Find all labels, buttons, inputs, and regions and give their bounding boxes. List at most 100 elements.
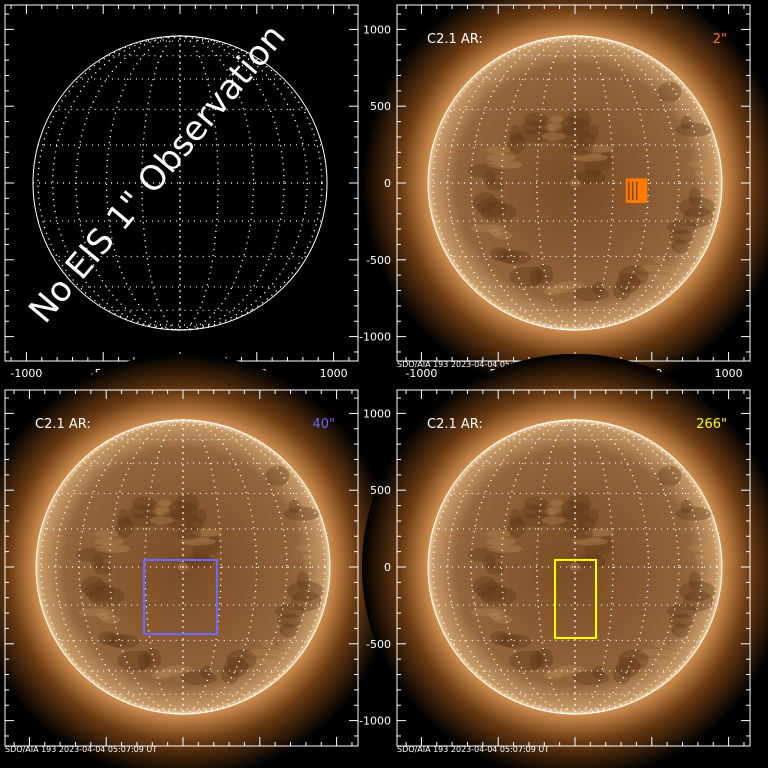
panel-content [32, 35, 328, 331]
disc-feature [618, 265, 649, 286]
disc-feature [669, 229, 694, 244]
disc-feature [286, 581, 323, 602]
disc-feature [486, 145, 511, 154]
fov-label: 40" [312, 417, 335, 432]
disc-feature [657, 465, 682, 486]
disc-feature [653, 255, 666, 264]
disc-feature [88, 585, 125, 606]
disc-feature [559, 116, 590, 137]
disc-feature [265, 465, 290, 486]
y-tick-label: 500 [370, 100, 391, 113]
disc-feature [117, 509, 130, 530]
longitude-line [536, 35, 614, 331]
disc-feature [288, 499, 301, 514]
disc-feature [191, 528, 222, 537]
y-tick-label: 0 [384, 177, 391, 190]
disc-feature [524, 112, 549, 127]
disc-feature [552, 508, 589, 529]
fov-label: 2" [713, 32, 727, 47]
disc-feature [185, 516, 204, 531]
disc-feature [480, 201, 517, 222]
disc-feature [485, 537, 516, 546]
disc-feature [667, 220, 698, 235]
longitude-line [108, 419, 258, 715]
flare-label: C2.1 AR: [35, 417, 91, 432]
disc-feature [162, 665, 193, 674]
plot-frame [4, 389, 359, 747]
disc-feature [184, 554, 215, 569]
disc-feature [132, 496, 157, 511]
longitude-line [470, 419, 680, 715]
disc-feature [93, 561, 112, 576]
panel-content [361, 0, 768, 397]
disc-feature [509, 266, 546, 287]
disc-feature [275, 604, 306, 619]
disc-feature [143, 648, 162, 669]
disc-feature [535, 264, 554, 285]
disc-feature [583, 144, 614, 153]
disc-feature [245, 657, 276, 666]
disc-feature [638, 648, 675, 657]
longitude-line [500, 35, 650, 331]
disc-feature [158, 499, 171, 508]
disc-feature [678, 581, 715, 602]
disc-feature [520, 120, 551, 135]
flare-label: C2.1 AR: [427, 417, 483, 432]
disc-feature [483, 170, 496, 185]
disc-feature [483, 554, 496, 569]
disc-feature [529, 266, 542, 287]
x-tick-label: 1000 [715, 367, 743, 380]
disc-feature [103, 633, 128, 648]
disc-feature [117, 650, 154, 671]
disc-feature [115, 517, 134, 538]
disc-feature [675, 506, 712, 521]
disc-feature [680, 115, 693, 130]
disc-feature [694, 169, 713, 178]
disc-feature [180, 537, 217, 546]
y-tick-label: 500 [370, 484, 391, 497]
disc-feature [567, 109, 592, 130]
disc-feature [576, 170, 607, 185]
disc-feature [81, 576, 106, 597]
disc-feature [577, 132, 596, 147]
longitude-line [500, 419, 650, 715]
disc-feature [559, 500, 590, 521]
disc-feature [618, 649, 649, 670]
disc-feature [473, 192, 498, 213]
disc-feature [671, 239, 690, 254]
disc-feature [494, 231, 513, 240]
disc-feature [128, 504, 159, 519]
disc-feature [507, 133, 526, 154]
disc-feature [485, 561, 504, 576]
x-tick-label: -1000 [10, 367, 42, 380]
disc-feature [485, 153, 516, 162]
disc-feature [226, 649, 257, 670]
disc-feature [93, 537, 124, 546]
disc-feature [671, 623, 690, 638]
disc-feature [669, 613, 694, 628]
longitude-line [75, 35, 285, 331]
disc-feature [543, 287, 562, 296]
disc-feature [554, 281, 585, 290]
fov-label: 266" [696, 417, 727, 432]
disc-feature [694, 553, 713, 562]
disc-feature [167, 500, 198, 521]
panel-fov-2: -1000-1000-500-5000050050010001000C2.1 A… [359, 0, 768, 397]
disc-feature [486, 544, 523, 553]
y-tick-label: -1000 [359, 331, 391, 344]
disc-feature [75, 547, 112, 562]
disc-feature [221, 664, 240, 685]
disc-feature [680, 499, 693, 514]
disc-feature [501, 634, 532, 649]
disc-feature [153, 507, 172, 516]
disc-feature [489, 228, 502, 237]
panel-fov-40: C2.1 AR: 40" SDO/AIA 193 2023-04-04 05:07:… [0, 353, 397, 768]
disc-feature [613, 280, 632, 301]
disc-feature [517, 512, 554, 527]
longitude-line [447, 419, 703, 715]
disc-feature [476, 197, 507, 218]
disc-feature [541, 516, 566, 525]
disc-feature [507, 517, 526, 538]
disc-feature [194, 509, 207, 524]
